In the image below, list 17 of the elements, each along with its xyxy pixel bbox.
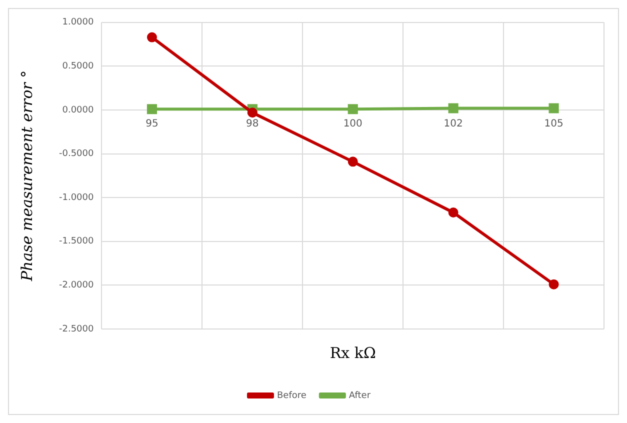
x-tick-label: 102 bbox=[444, 118, 463, 130]
y-tick-label: -2.5000 bbox=[58, 324, 94, 334]
x-tick-label: 98 bbox=[246, 118, 259, 130]
y-tick-label: 0.5000 bbox=[62, 62, 94, 72]
legend-label: After bbox=[348, 390, 371, 401]
x-tick-label: 95 bbox=[146, 118, 158, 130]
y-tick-label: 0.0000 bbox=[62, 105, 94, 116]
x-tick-label: 100 bbox=[343, 118, 362, 130]
legend-label: Before bbox=[276, 390, 307, 401]
y-tick-label: 1.0000 bbox=[62, 18, 94, 28]
y-tick-label: -1.5000 bbox=[58, 236, 94, 247]
y-axis-title: Phase measurement error ° bbox=[18, 70, 36, 282]
y-tick-label: -1.0000 bbox=[58, 192, 94, 203]
x-axis-title: Rx kΩ bbox=[330, 344, 376, 362]
y-tick-label: -2.0000 bbox=[58, 280, 94, 291]
x-tick-label: 105 bbox=[544, 118, 564, 130]
y-tick-label: -0.5000 bbox=[58, 149, 94, 160]
